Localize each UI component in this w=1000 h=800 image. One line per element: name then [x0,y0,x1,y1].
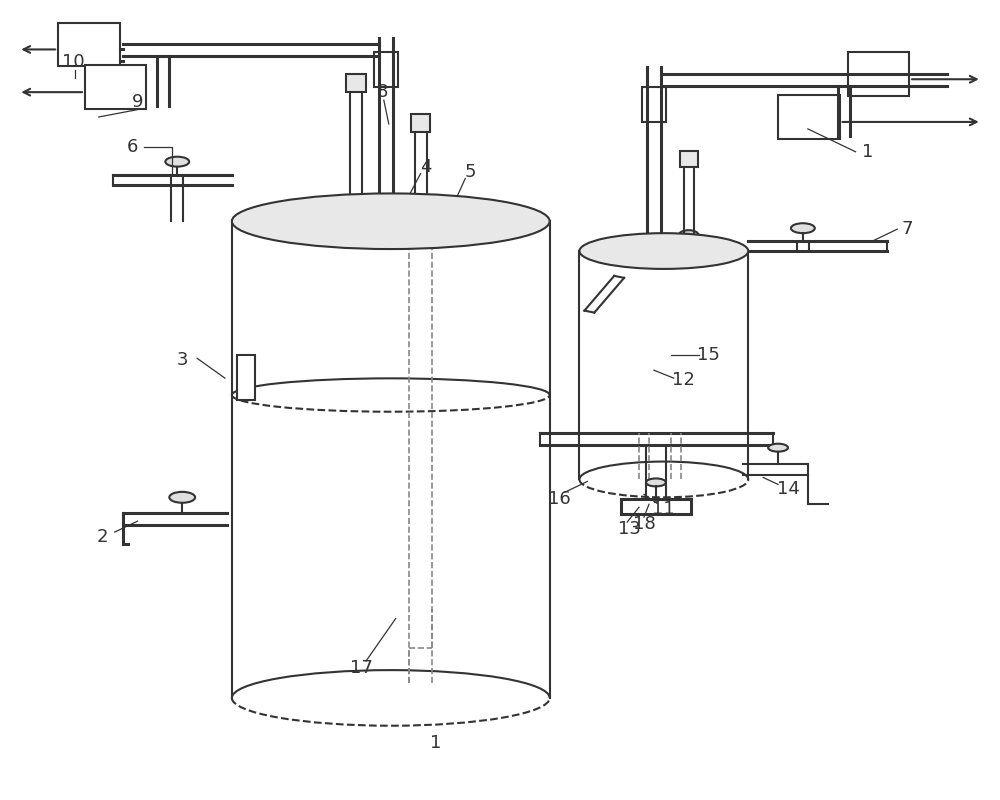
Text: 10: 10 [62,54,84,71]
Bar [848,53,909,96]
Ellipse shape [791,223,815,233]
Text: 16: 16 [548,490,571,508]
Text: 5: 5 [464,162,476,181]
Text: 13: 13 [618,520,641,538]
Text: 18: 18 [633,515,655,533]
Ellipse shape [768,444,788,452]
Bar [237,355,255,400]
Text: 8: 8 [377,83,389,101]
Ellipse shape [165,157,189,166]
Text: 15: 15 [697,346,720,364]
Ellipse shape [169,492,195,502]
Text: 4: 4 [420,158,431,176]
Text: 7: 7 [901,220,913,238]
Bar [642,87,666,122]
Text: 1: 1 [862,142,873,161]
Bar [85,66,146,109]
Text: 6: 6 [127,138,138,156]
Ellipse shape [579,233,748,269]
Ellipse shape [646,478,666,486]
Bar [778,95,840,139]
Bar [346,74,366,92]
Bar [374,53,398,87]
Ellipse shape [679,230,699,240]
Text: 11: 11 [652,500,675,518]
Ellipse shape [349,195,373,207]
Ellipse shape [409,195,432,207]
Text: 3: 3 [176,351,188,370]
Bar [680,150,698,166]
Bar [409,202,432,222]
Bar [349,202,373,222]
Text: 2: 2 [97,528,109,546]
Text: 14: 14 [777,480,799,498]
Bar [411,114,430,132]
Text: 17: 17 [350,659,372,677]
Text: 1: 1 [430,734,441,752]
Ellipse shape [232,194,550,249]
Text: 9: 9 [132,93,143,111]
Text: 12: 12 [672,371,695,389]
Bar [679,235,699,251]
Bar [58,22,120,66]
